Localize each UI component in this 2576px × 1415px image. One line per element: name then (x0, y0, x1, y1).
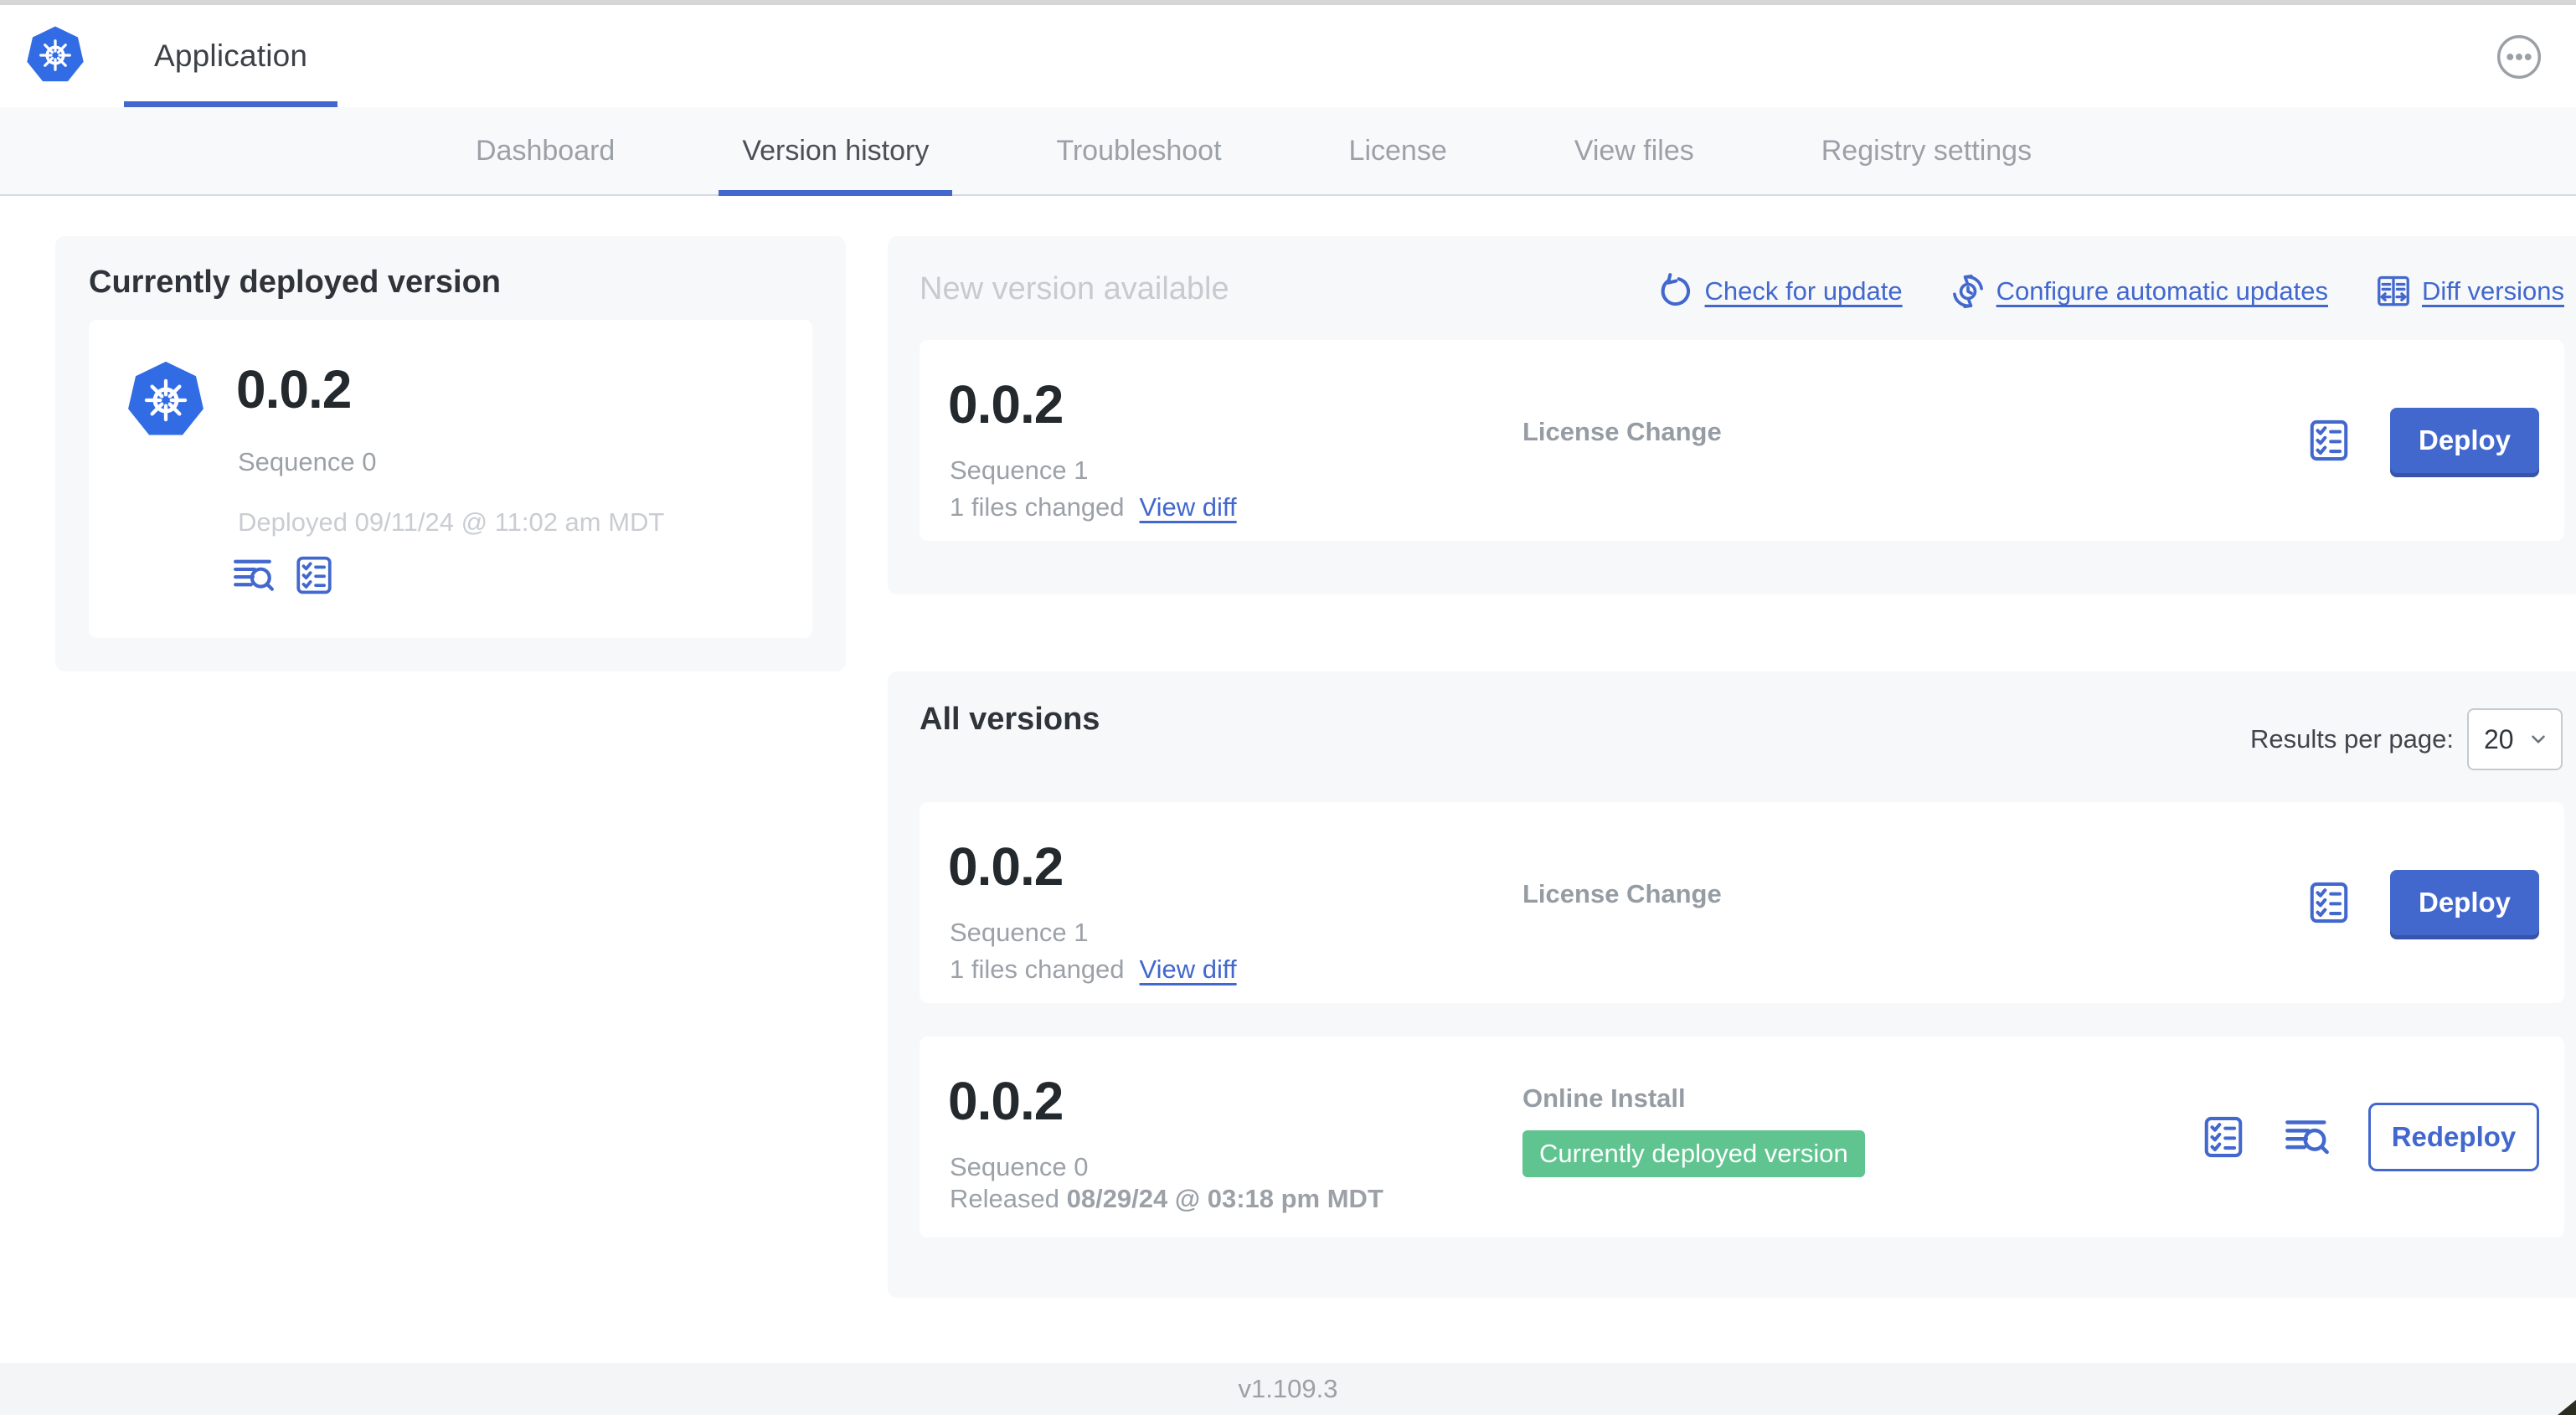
app-title: Application (154, 39, 308, 73)
window-top-edge (0, 0, 2576, 5)
refresh-icon (1661, 273, 1690, 306)
check-for-update-link[interactable]: Check for update (1658, 273, 1903, 310)
diff-icon (2378, 275, 2409, 306)
tab-version-history[interactable]: Version history (719, 107, 953, 196)
results-per-page-label: Results per page: (2250, 724, 2454, 754)
app-header: Application (0, 5, 2576, 107)
ellipsis-icon (2496, 34, 2542, 80)
current-version-number: 0.0.2 (236, 359, 352, 419)
currently-deployed-card: 0.0.2 Sequence 0 Deployed 09/11/24 @ 11:… (89, 320, 812, 638)
checklist-icon (2310, 419, 2348, 461)
view-diff-link[interactable]: View diff (1139, 954, 1237, 984)
checklist-icon (2204, 1116, 2243, 1158)
view-diff-link[interactable]: View diff (1139, 492, 1237, 522)
current-version-actions (233, 554, 335, 596)
version-source-label: License Change (1522, 879, 1722, 908)
files-changed: 1 files changed View diff (950, 954, 1237, 984)
currently-deployed-title: Currently deployed version (89, 265, 502, 300)
current-version-deployed-timestamp: Deployed 09/11/24 @ 11:02 am MDT (238, 507, 665, 537)
version-row-sequence-1: 0.0.2 Sequence 1 1 files changed View di… (920, 802, 2564, 1003)
version-actions-links: Check for update Configure automatic upd… (1658, 273, 2564, 310)
app-title-tab[interactable]: Application (124, 5, 338, 107)
version-sequence: Sequence 1 (950, 455, 1089, 485)
preflight-checks-button[interactable] (2306, 418, 2352, 463)
version-card-actions: Deploy (2306, 802, 2539, 1003)
current-version-sequence: Sequence 0 (238, 447, 377, 476)
deploy-button[interactable]: Deploy (2390, 408, 2539, 473)
all-versions-panel: All versions Results per page: 20 0.0.2 … (888, 671, 2576, 1298)
logs-icon (234, 559, 274, 591)
currently-deployed-badge: Currently deployed version (1522, 1130, 1865, 1177)
deploy-button[interactable]: Deploy (2390, 870, 2539, 935)
tab-troubleshoot[interactable]: Troubleshoot (1056, 134, 1222, 167)
version-sequence: Sequence 0 (950, 1152, 1089, 1181)
version-number: 0.0.2 (948, 1071, 1064, 1131)
new-version-title: New version available (920, 271, 1229, 306)
tab-dashboard[interactable]: Dashboard (476, 134, 616, 167)
version-source-label: License Change (1522, 417, 1722, 446)
tab-license[interactable]: License (1348, 134, 1447, 167)
kubernetes-icon (126, 358, 206, 442)
version-sequence: Sequence 1 (950, 918, 1089, 947)
preflight-checks-button[interactable] (2306, 880, 2352, 925)
chevron-down-icon (2532, 735, 2545, 744)
overflow-menu-button[interactable] (2496, 33, 2543, 80)
preflight-checks-button[interactable] (293, 554, 335, 596)
logs-icon (2285, 1120, 2329, 1155)
view-deploy-logs-button[interactable] (233, 554, 275, 596)
tab-registry-settings[interactable]: Registry settings (1821, 134, 2032, 167)
checklist-icon (296, 556, 332, 594)
preflight-checks-button[interactable] (2201, 1114, 2246, 1160)
auto-update-clock-icon (1952, 275, 1983, 308)
version-card-actions: Deploy (2306, 340, 2539, 541)
diff-versions-link[interactable]: Diff versions (2375, 273, 2564, 310)
new-version-card: 0.0.2 Sequence 1 1 files changed View di… (920, 340, 2564, 541)
results-per-page: Results per page: 20 (2250, 708, 2563, 770)
redeploy-button[interactable]: Redeploy (2368, 1103, 2539, 1171)
checklist-icon (2310, 882, 2348, 924)
version-card-actions: Redeploy (2201, 1037, 2539, 1237)
version-number: 0.0.2 (948, 836, 1064, 897)
section-tabbar: Dashboard Version history Troubleshoot L… (0, 107, 2576, 196)
version-released-timestamp: Released 08/29/24 @ 03:18 pm MDT (950, 1184, 1383, 1213)
currently-deployed-panel: Currently deployed version 0.0.2 Sequenc… (55, 236, 846, 671)
version-row-sequence-0: 0.0.2 Sequence 0 Released 08/29/24 @ 03:… (920, 1037, 2564, 1237)
view-deploy-logs-button[interactable] (2285, 1114, 2330, 1160)
kubernetes-logo-icon (25, 23, 85, 87)
admin-console-version: v1.109.3 (1238, 1374, 1338, 1403)
results-per-page-select[interactable]: 20 (2467, 708, 2563, 770)
tab-view-files[interactable]: View files (1574, 134, 1694, 167)
files-changed: 1 files changed View diff (950, 492, 1237, 522)
configure-automatic-updates-link[interactable]: Configure automatic updates (1950, 273, 2328, 310)
version-number: 0.0.2 (948, 374, 1064, 435)
app-footer: v1.109.3 (0, 1363, 2576, 1415)
app-title-active-underline (124, 101, 338, 107)
new-version-panel: New version available Check for update C… (888, 236, 2576, 594)
version-source-label: Online Install (1522, 1083, 1686, 1113)
all-versions-title: All versions (920, 702, 1100, 737)
